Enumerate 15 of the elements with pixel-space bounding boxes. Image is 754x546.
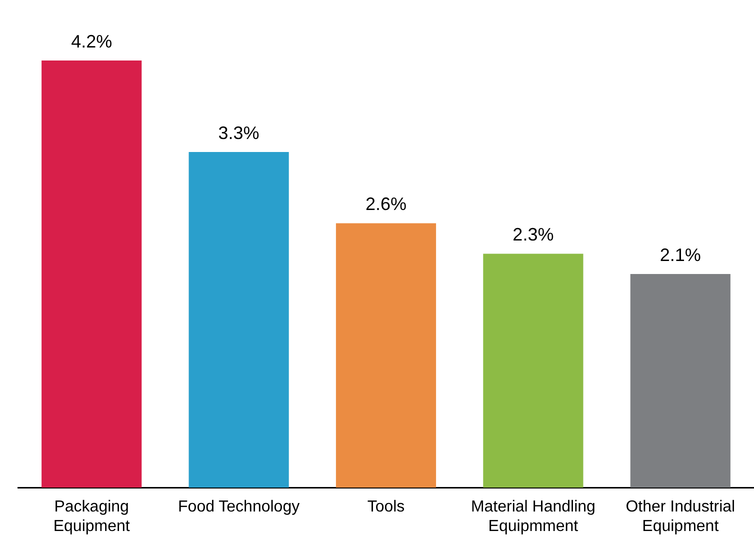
bar bbox=[188, 152, 289, 488]
data-label: 4.2% bbox=[71, 31, 112, 52]
bar bbox=[630, 274, 730, 488]
bar bbox=[483, 254, 584, 488]
x-tick-label: Packaging Equipment bbox=[53, 498, 130, 535]
x-tick-label: Other Industrial Equipment bbox=[626, 498, 736, 535]
data-label: 3.3% bbox=[218, 122, 260, 143]
bar bbox=[336, 223, 436, 488]
data-label: 2.6% bbox=[365, 194, 407, 214]
x-tick-label: Tools bbox=[367, 498, 405, 516]
x-tick-label: Food Technology bbox=[178, 498, 300, 516]
data-label: 2.3% bbox=[512, 224, 554, 245]
data-label: 2.1% bbox=[660, 245, 701, 266]
bar bbox=[42, 60, 142, 488]
x-tick-label: Material Handling Equipmment bbox=[470, 498, 596, 535]
